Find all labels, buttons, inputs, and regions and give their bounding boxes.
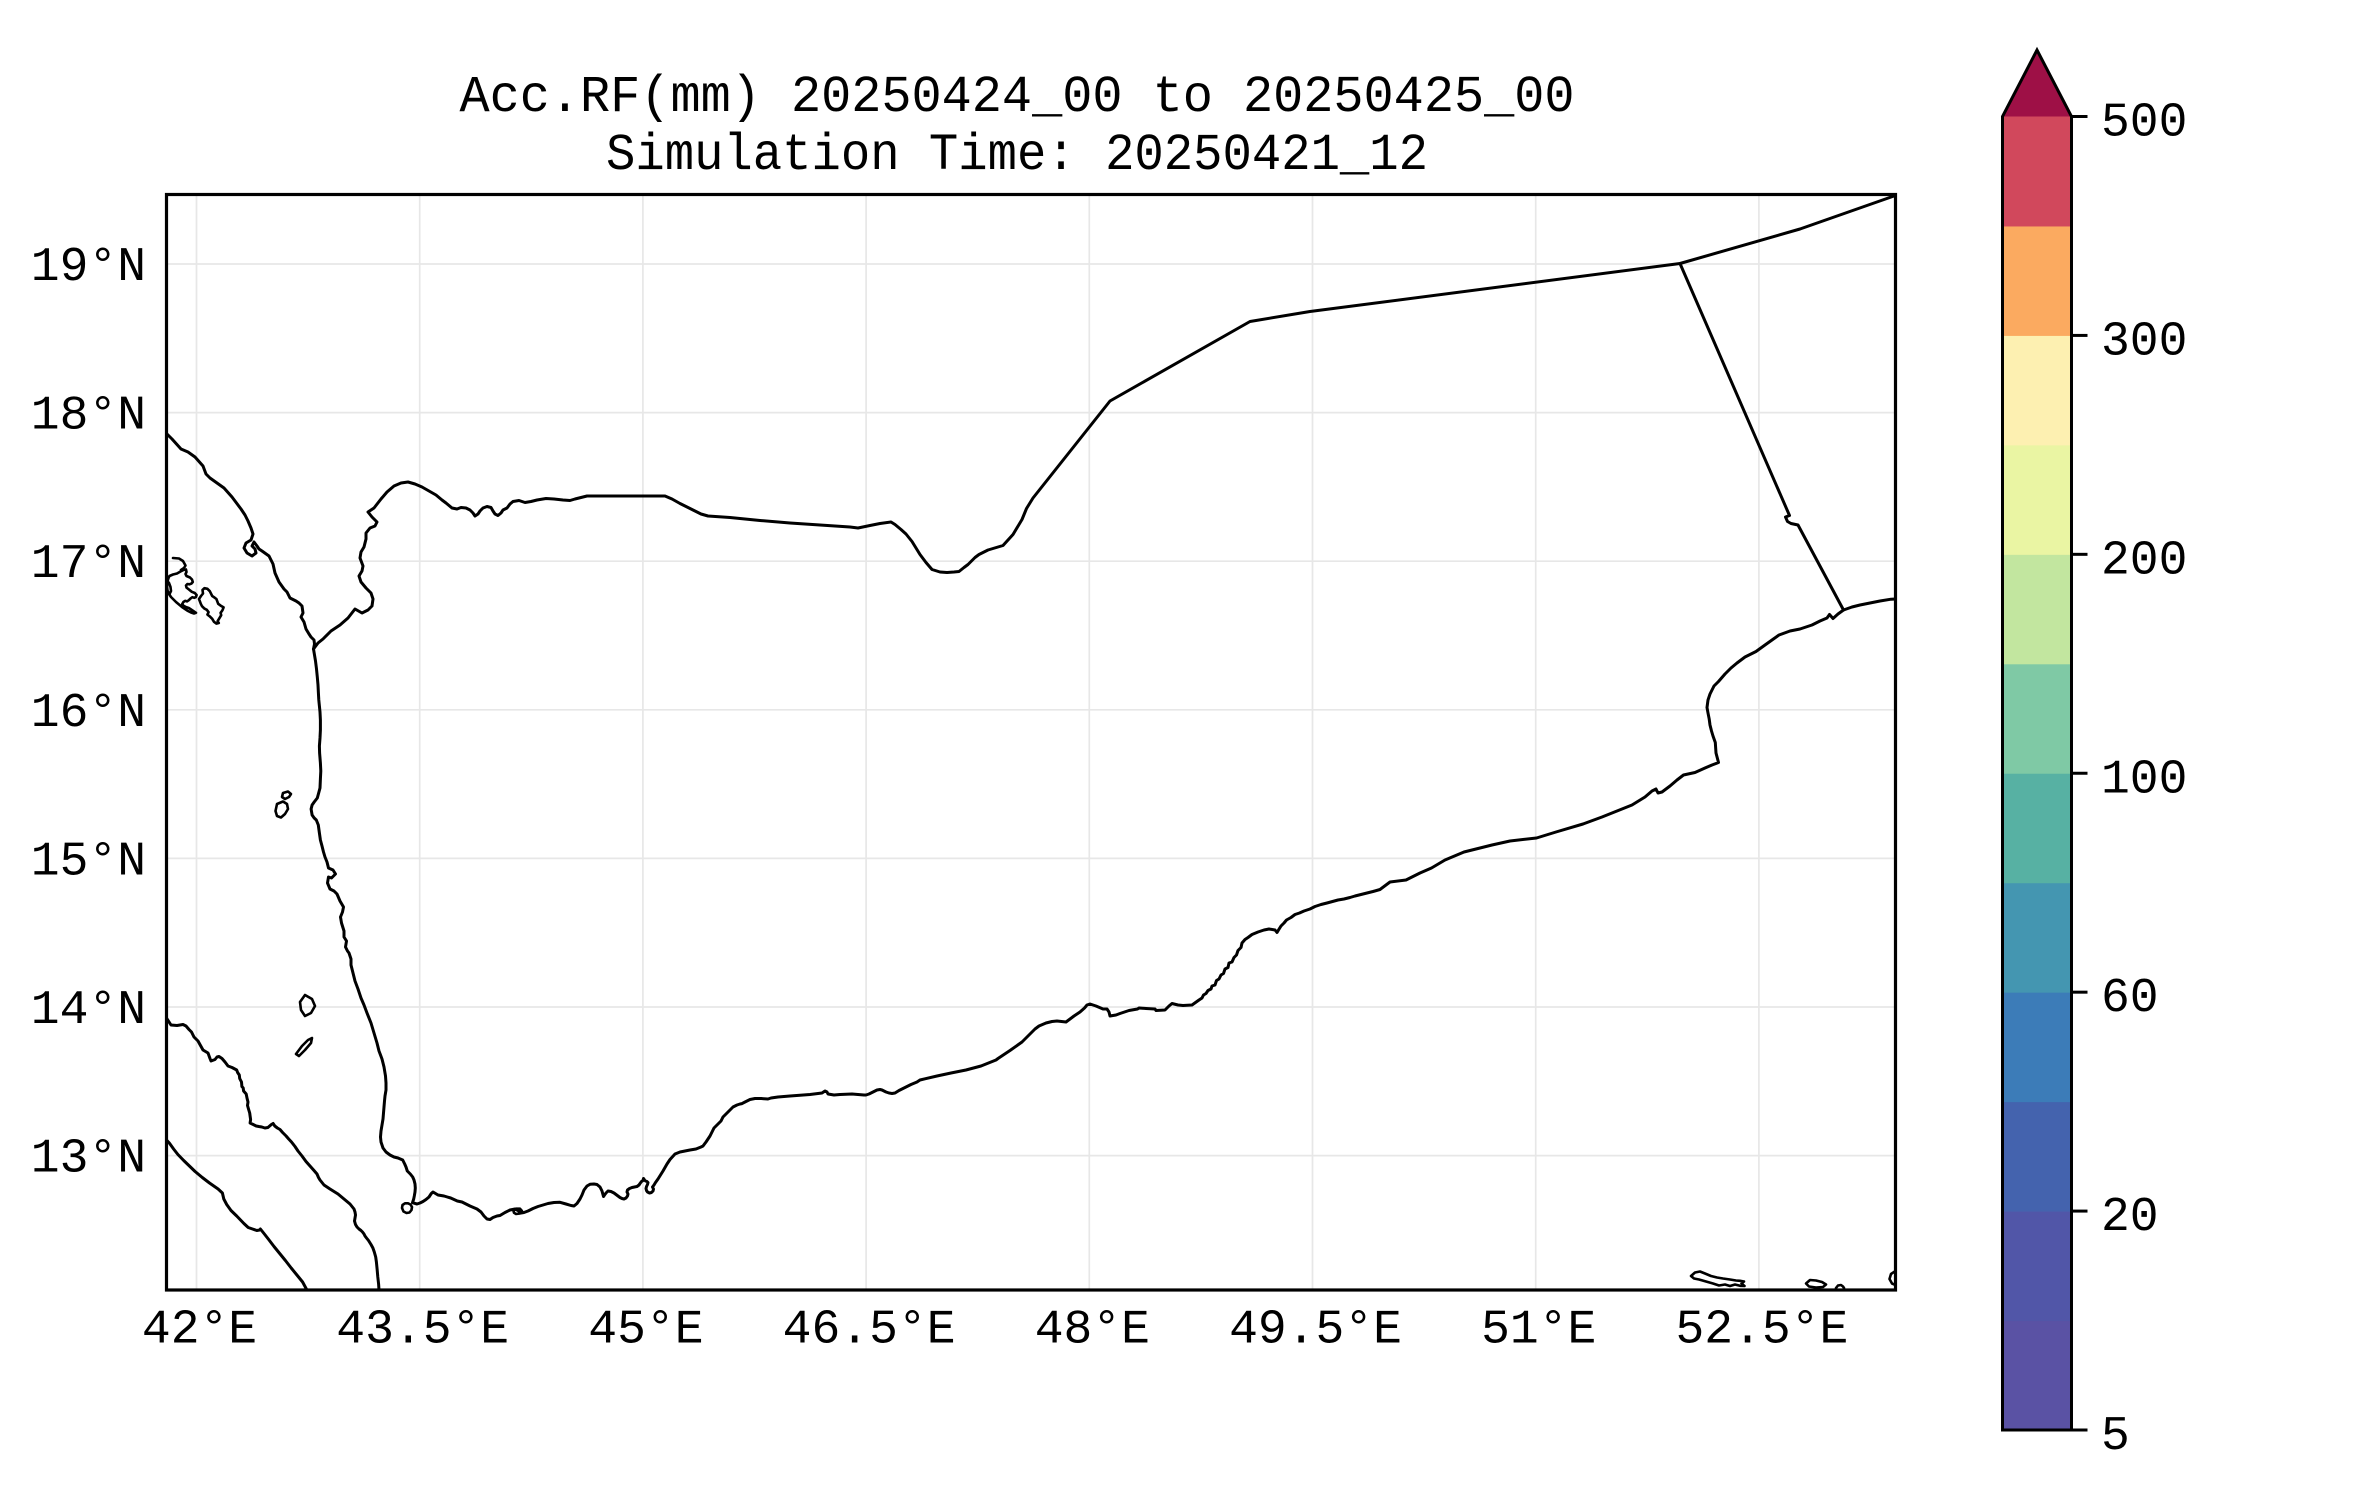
svg-text:5: 5 <box>2101 1410 2130 1464</box>
svg-text:14°N: 14°N <box>31 984 146 1038</box>
svg-text:17°N: 17°N <box>31 538 146 592</box>
svg-text:500: 500 <box>2101 97 2187 151</box>
svg-text:60: 60 <box>2101 972 2159 1026</box>
svg-text:13°N: 13°N <box>31 1133 146 1187</box>
svg-text:51°E: 51°E <box>1481 1304 1596 1358</box>
svg-text:Acc.RF(mm) 20250424_00 to 2025: Acc.RF(mm) 20250424_00 to 20250425_00 <box>460 68 1575 127</box>
svg-text:100: 100 <box>2101 753 2187 807</box>
svg-text:42°E: 42°E <box>142 1304 257 1358</box>
svg-text:20: 20 <box>2101 1191 2159 1245</box>
svg-text:Simulation Time: 20250421_12: Simulation Time: 20250421_12 <box>606 126 1428 185</box>
svg-text:300: 300 <box>2101 315 2187 369</box>
svg-text:49.5°E: 49.5°E <box>1229 1304 1402 1358</box>
svg-text:48°E: 48°E <box>1035 1304 1150 1358</box>
svg-text:18°N: 18°N <box>31 390 146 444</box>
svg-text:45°E: 45°E <box>588 1304 703 1358</box>
svg-text:46.5°E: 46.5°E <box>783 1304 956 1358</box>
svg-text:200: 200 <box>2101 534 2187 588</box>
svg-text:43.5°E: 43.5°E <box>336 1304 509 1358</box>
svg-text:16°N: 16°N <box>31 687 146 741</box>
svg-text:19°N: 19°N <box>31 241 146 295</box>
svg-text:52.5°E: 52.5°E <box>1675 1304 1848 1358</box>
svg-text:15°N: 15°N <box>31 835 146 889</box>
